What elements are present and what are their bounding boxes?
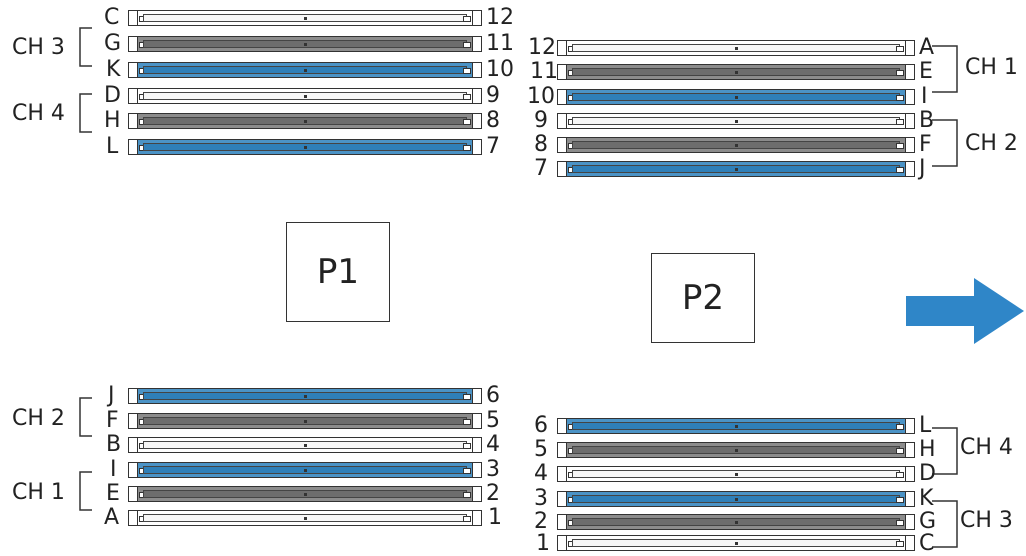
- dimm-slot[interactable]: [128, 486, 482, 502]
- dimm-slot[interactable]: [128, 510, 482, 526]
- slot-number-label: 5: [534, 437, 548, 462]
- slot-letter-label: G: [919, 509, 937, 534]
- dimm-slot[interactable]: [128, 62, 482, 78]
- dimm-slot[interactable]: [557, 535, 915, 551]
- dimm-slot[interactable]: [128, 437, 482, 453]
- slot-number-label: 10: [486, 57, 514, 82]
- slot-letter-label: L: [919, 413, 932, 438]
- slot-letter-label: K: [106, 57, 121, 82]
- channel-label: CH 4: [12, 101, 65, 126]
- right-arrow-icon: [906, 278, 1024, 344]
- slot-number-label: 1: [536, 531, 550, 556]
- slot-number-label: 2: [534, 509, 548, 534]
- slot-number-label: 6: [534, 413, 548, 438]
- dimm-slot[interactable]: [128, 10, 482, 26]
- dimm-slot[interactable]: [128, 36, 482, 52]
- dimm-slot[interactable]: [557, 113, 915, 129]
- slot-number-label: 2: [486, 481, 500, 506]
- slot-number-label: 3: [486, 457, 500, 482]
- slot-number-label: 1: [488, 505, 502, 530]
- slot-letter-label: A: [919, 35, 935, 60]
- slot-letter-label: I: [110, 457, 117, 482]
- slot-letter-label: B: [919, 108, 935, 133]
- slot-letter-label: H: [104, 108, 121, 133]
- slot-letter-label: D: [919, 461, 936, 486]
- slot-letter-label: H: [919, 437, 936, 462]
- dimm-slot[interactable]: [557, 137, 915, 153]
- dimm-slot[interactable]: [128, 462, 482, 478]
- processor-p2: P2: [651, 253, 755, 343]
- channel-label: CH 2: [12, 406, 65, 431]
- dimm-slot[interactable]: [557, 491, 915, 507]
- slot-letter-label: C: [104, 5, 120, 30]
- dimm-slot[interactable]: [128, 139, 482, 155]
- slot-letter-label: J: [919, 156, 926, 181]
- slot-letter-label: C: [919, 531, 935, 556]
- slot-letter-label: E: [919, 59, 933, 84]
- slot-number-label: 12: [486, 5, 514, 30]
- dimm-slot[interactable]: [128, 388, 482, 404]
- slot-number-label: 11: [530, 59, 558, 84]
- slot-letter-label: K: [919, 486, 934, 511]
- slot-letter-label: J: [108, 383, 115, 408]
- slot-number-label: 9: [486, 83, 500, 108]
- processor-label-p1: P1: [316, 252, 360, 292]
- slot-number-label: 5: [486, 408, 500, 433]
- processor-p1: P1: [286, 222, 390, 322]
- dimm-slot[interactable]: [557, 466, 915, 482]
- slot-letter-label: B: [106, 432, 122, 457]
- slot-number-label: 10: [527, 84, 555, 109]
- slot-number-label: 12: [528, 35, 556, 60]
- dimm-slot[interactable]: [557, 40, 915, 56]
- slot-number-label: 7: [486, 134, 500, 159]
- dimm-slot[interactable]: [557, 89, 915, 105]
- slot-number-label: 3: [534, 486, 548, 511]
- dimm-slot[interactable]: [128, 413, 482, 429]
- channel-label: CH 3: [960, 508, 1013, 533]
- dimm-slot[interactable]: [557, 161, 915, 177]
- slot-number-label: 8: [486, 108, 500, 133]
- channel-label: CH 2: [965, 131, 1018, 156]
- slot-letter-label: D: [104, 83, 121, 108]
- slot-number-label: 4: [486, 432, 500, 457]
- channel-label: CH 4: [960, 435, 1013, 460]
- dimm-slot[interactable]: [557, 418, 915, 434]
- slot-number-label: 8: [534, 132, 548, 157]
- dimm-slot[interactable]: [557, 64, 915, 80]
- slot-letter-label: A: [104, 505, 120, 530]
- slot-letter-label: G: [104, 31, 122, 56]
- slot-number-label: 11: [486, 31, 514, 56]
- slot-letter-label: F: [919, 132, 932, 157]
- slot-number-label: 4: [534, 461, 548, 486]
- slot-number-label: 9: [534, 108, 548, 133]
- dimm-slot[interactable]: [557, 514, 915, 530]
- dimm-slot[interactable]: [557, 442, 915, 458]
- channel-label: CH 1: [12, 480, 65, 505]
- slot-letter-label: E: [106, 481, 120, 506]
- slot-letter-label: I: [921, 84, 928, 109]
- slot-number-label: 7: [534, 156, 548, 181]
- dimm-slot[interactable]: [128, 113, 482, 129]
- channel-label: CH 1: [965, 55, 1018, 80]
- channel-label: CH 3: [12, 35, 65, 60]
- slot-letter-label: L: [106, 134, 119, 159]
- slot-number-label: 6: [486, 383, 500, 408]
- processor-label-p2: P2: [681, 278, 725, 318]
- dimm-slot[interactable]: [128, 88, 482, 104]
- slot-letter-label: F: [106, 408, 119, 433]
